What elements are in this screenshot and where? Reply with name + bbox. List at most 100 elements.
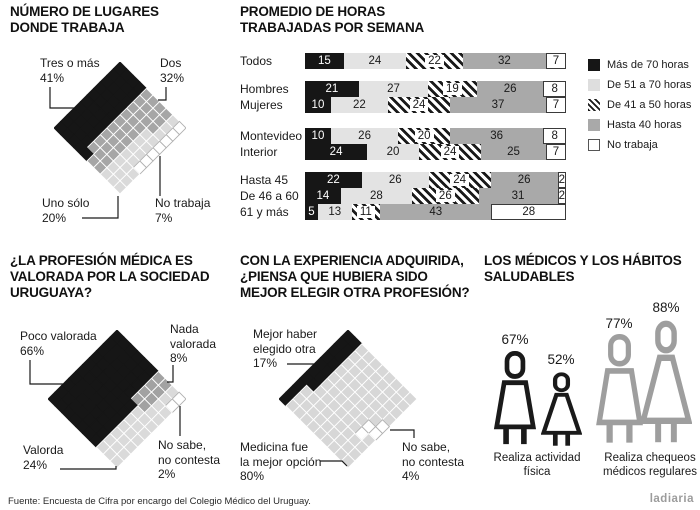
habits-title: LOS MÉDICOS Y LOS HÁBITOS SALUDABLES bbox=[484, 253, 682, 284]
bar-segment-gray: 31 bbox=[478, 188, 558, 204]
legend-item: No trabaja bbox=[588, 135, 691, 155]
legend-item: Hasta 40 horas bbox=[588, 115, 691, 135]
bar-segment-value: 14 bbox=[316, 190, 330, 202]
bar-segment-value: 11 bbox=[356, 206, 375, 218]
bar-segment-gray: 26 bbox=[476, 81, 544, 97]
bar-segment-gray: 25 bbox=[481, 144, 546, 160]
bar-segment-value: 10 bbox=[311, 99, 325, 111]
bar-segment-value: 7 bbox=[552, 55, 560, 67]
waffle-chart-valued bbox=[48, 330, 186, 468]
habits-caption-checkup: Realiza chequeos médicos regulares bbox=[603, 452, 697, 478]
bar-segment-gray: 26 bbox=[490, 172, 558, 188]
source-note: Fuente: Encuesta de Cifra por encargo de… bbox=[8, 496, 311, 507]
bar-segment-light: 26 bbox=[330, 128, 399, 144]
bar-segment-light: 22 bbox=[330, 97, 388, 113]
bar-segment-value: 43 bbox=[429, 206, 443, 218]
bar-segment-value: 27 bbox=[387, 83, 400, 95]
legend-swatch-light bbox=[588, 79, 600, 91]
bar-segment-value: 20 bbox=[414, 130, 434, 142]
bar-segment-hatch: 19 bbox=[428, 81, 477, 97]
legend-label: De 51 a 70 horas bbox=[607, 79, 692, 91]
legend-swatch-gray bbox=[588, 119, 600, 131]
legend-item: De 41 a 50 horas bbox=[588, 95, 691, 115]
legend-swatch-white bbox=[588, 139, 600, 151]
legend-item: De 51 a 70 horas bbox=[588, 75, 691, 95]
workplaces-title-line2: DONDE TRABAJA bbox=[10, 20, 125, 35]
legend-label: Más de 70 horas bbox=[607, 59, 689, 71]
bar-segment-value: 21 bbox=[325, 83, 339, 95]
bar-segment-light: 26 bbox=[361, 172, 429, 188]
bar-segment-value: 2 bbox=[558, 190, 565, 202]
workplaces-label-tres: Tres o más 41% bbox=[40, 56, 100, 85]
bar-row: 10 26 20 36 8 bbox=[305, 128, 566, 144]
bar-row-label: Todos bbox=[240, 54, 273, 68]
bar-segment-value: 8 bbox=[551, 83, 558, 95]
habits-caption-activity: Realiza actividad física bbox=[493, 452, 581, 478]
bar-segment-gray: 32 bbox=[462, 53, 546, 69]
bar-segment-value: 19 bbox=[443, 83, 462, 95]
bar-segment-value: 20 bbox=[386, 146, 400, 158]
bar-segment-black: 14 bbox=[305, 188, 341, 204]
bar-segment-hatch: 11 bbox=[351, 204, 381, 220]
profession-label-mejor: Mejor haber elegido otra 17% bbox=[253, 327, 318, 370]
bar-segment-value: 8 bbox=[551, 130, 558, 142]
bar-row: 14 28 26 31 2 bbox=[305, 188, 566, 204]
bar-segment-value: 10 bbox=[311, 130, 325, 142]
bar-segment-value: 13 bbox=[328, 206, 342, 218]
valued-label-nada: Nada valorada 8% bbox=[170, 322, 217, 365]
bar-segment-white: 7 bbox=[545, 53, 566, 69]
bar-row-label: Hasta 45 bbox=[240, 173, 289, 187]
bar-segment-hatch: 22 bbox=[406, 53, 463, 69]
bar-segment-gray: 43 bbox=[380, 204, 492, 220]
valued-label-poco: Poco valorada 66% bbox=[20, 329, 97, 358]
workplaces-title: NÚMERO DE LUGARES DONDE TRABAJA bbox=[10, 4, 159, 36]
bar-segment-light: 24 bbox=[343, 53, 406, 69]
bar-segment-hatch: 26 bbox=[412, 188, 479, 204]
bar-segment-light: 13 bbox=[317, 204, 352, 220]
bar-row: 24 20 24 25 7 bbox=[305, 144, 566, 160]
profession-title: CON LA EXPERIENCIA ADQUIRIDA, ¿PIENSA QU… bbox=[240, 253, 470, 300]
bar-segment-value: 15 bbox=[318, 55, 331, 67]
bar-row-label: 61 y más bbox=[240, 205, 289, 219]
profession-label-medicina: Medicina fue la mejor opción 80% bbox=[240, 440, 322, 483]
bar-segment-value: 22 bbox=[353, 99, 366, 111]
habits-pct-female-checkup: 88% bbox=[652, 300, 680, 315]
bar-segment-gray: 37 bbox=[450, 97, 546, 113]
bar-segment-value: 26 bbox=[358, 130, 371, 142]
waffle-chart-workplaces bbox=[54, 62, 186, 194]
bar-segment-light: 27 bbox=[358, 81, 429, 97]
legend-swatch-black bbox=[588, 59, 600, 71]
bar-segment-value: 7 bbox=[552, 99, 560, 111]
legend-label: De 41 a 50 horas bbox=[607, 99, 692, 111]
bar-segment-value: 24 bbox=[440, 146, 460, 158]
bar-row: 22 26 24 26 2 bbox=[305, 172, 566, 188]
bar-segment-value: 37 bbox=[491, 99, 505, 111]
male-activity-icon bbox=[492, 351, 537, 447]
bar-segment-black: 15 bbox=[305, 53, 344, 69]
bar-segment-value: 2 bbox=[558, 174, 565, 186]
bar-segment-hatch: 20 bbox=[398, 128, 451, 144]
bar-segment-black: 22 bbox=[305, 172, 362, 188]
valued-label-nosabe: No sabe, no contesta 2% bbox=[158, 438, 221, 481]
bar-segment-white: 8 bbox=[543, 128, 566, 144]
bar-segment-black: 10 bbox=[305, 97, 331, 113]
bar-segment-value: 28 bbox=[370, 190, 383, 202]
bar-segment-black: 5 bbox=[305, 204, 318, 220]
bar-row-label: Hombres bbox=[240, 82, 289, 96]
habits-pct-male-activity: 67% bbox=[501, 332, 529, 347]
legend-label: Hasta 40 horas bbox=[607, 119, 682, 131]
bar-row-label: Mujeres bbox=[240, 98, 283, 112]
bar-segment-value: 24 bbox=[329, 146, 343, 158]
bar-segment-value: 26 bbox=[503, 83, 517, 95]
bar-segment-value: 25 bbox=[507, 146, 520, 158]
bar-segment-white: 2 bbox=[557, 172, 566, 188]
bar-segment-hatch: 24 bbox=[428, 172, 491, 188]
bar-segment-value: 24 bbox=[450, 174, 470, 186]
bar-row-label: De 46 a 60 bbox=[240, 189, 299, 203]
bar-segment-value: 31 bbox=[511, 190, 525, 202]
bar-segment-value: 7 bbox=[552, 146, 560, 158]
habits-pct-male-checkup: 77% bbox=[605, 316, 633, 331]
bar-segment-value: 36 bbox=[490, 130, 504, 142]
bar-row-label: Interior bbox=[240, 145, 278, 159]
